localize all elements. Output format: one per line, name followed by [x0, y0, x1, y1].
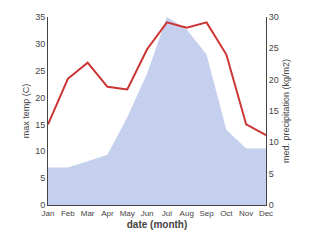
svg-text:5: 5 — [40, 173, 45, 183]
svg-text:Apr: Apr — [101, 209, 114, 218]
svg-text:15: 15 — [35, 120, 45, 130]
svg-text:20: 20 — [35, 93, 45, 103]
svg-text:15: 15 — [269, 106, 279, 116]
svg-text:Jan: Jan — [42, 209, 55, 218]
svg-text:Jul: Jul — [162, 209, 172, 218]
svg-text:10: 10 — [35, 146, 45, 156]
svg-text:Sep: Sep — [199, 209, 214, 218]
svg-text:med. precipitation (kg/m2): med. precipitation (kg/m2) — [281, 59, 291, 163]
svg-text:Nov: Nov — [239, 209, 253, 218]
svg-text:Dec: Dec — [259, 209, 273, 218]
svg-text:0: 0 — [269, 200, 274, 210]
svg-text:30: 30 — [269, 12, 279, 22]
svg-text:25: 25 — [269, 43, 279, 53]
svg-text:10: 10 — [269, 137, 279, 147]
svg-text:35: 35 — [35, 12, 45, 22]
svg-text:date (month): date (month) — [127, 219, 188, 230]
svg-text:Oct: Oct — [220, 209, 233, 218]
svg-text:Feb: Feb — [61, 209, 75, 218]
svg-text:0: 0 — [40, 200, 45, 210]
svg-text:May: May — [120, 209, 135, 218]
svg-text:Jun: Jun — [141, 209, 154, 218]
svg-text:30: 30 — [35, 39, 45, 49]
svg-text:max temp (C): max temp (C) — [21, 84, 31, 139]
svg-text:20: 20 — [269, 75, 279, 85]
svg-text:Mar: Mar — [81, 209, 95, 218]
svg-text:5: 5 — [269, 169, 274, 179]
svg-text:Aug: Aug — [180, 209, 194, 218]
svg-text:25: 25 — [35, 66, 45, 76]
